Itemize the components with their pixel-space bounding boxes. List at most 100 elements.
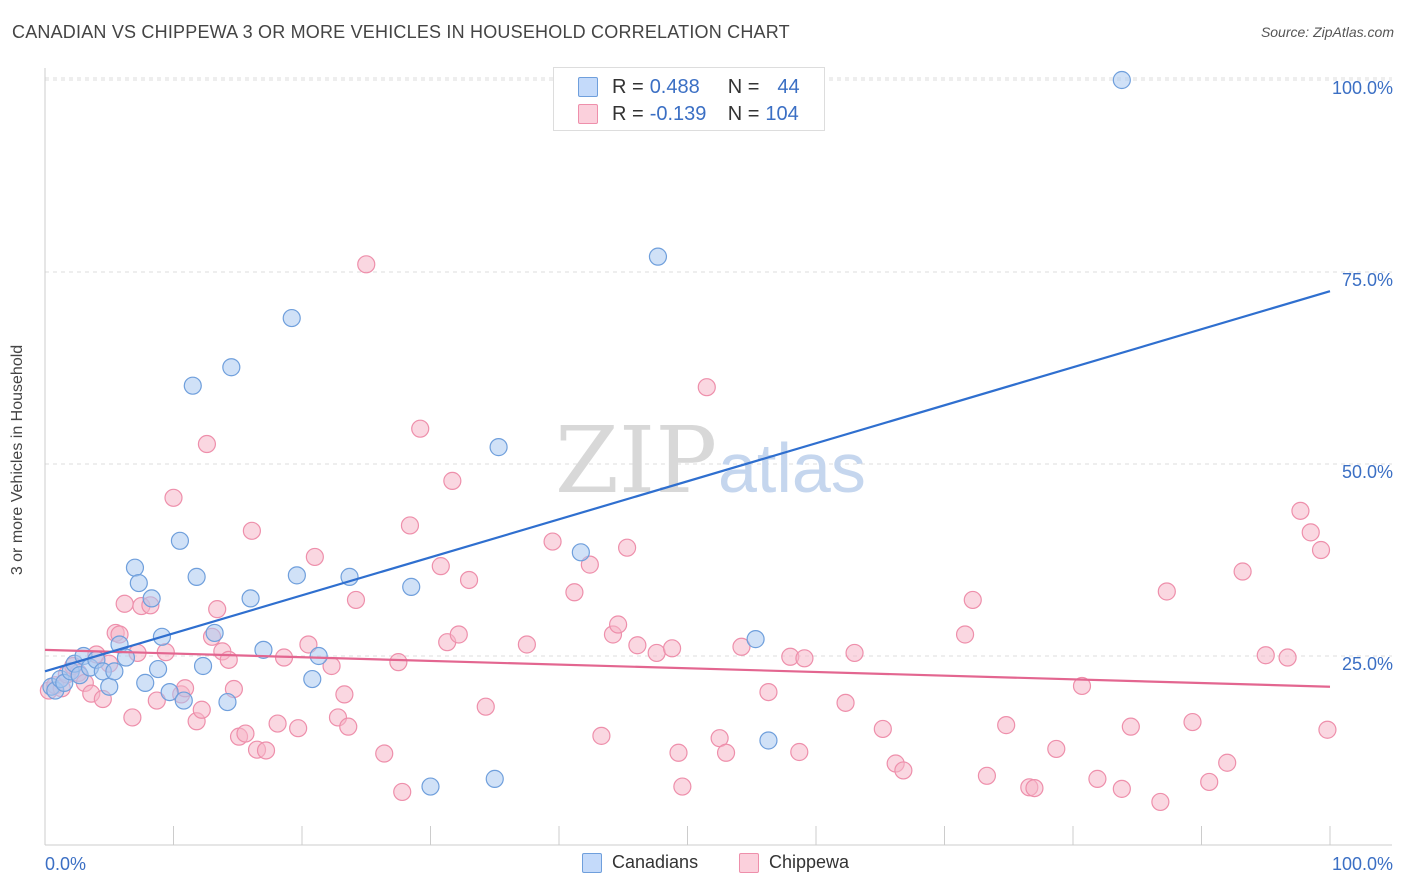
canadians-point[interactable] <box>421 777 440 796</box>
chippewa-point[interactable] <box>256 741 276 760</box>
chippewa-point[interactable] <box>592 726 611 745</box>
chippewa-point[interactable] <box>836 693 855 712</box>
chippewa-point[interactable] <box>443 471 462 490</box>
chippewa-point[interactable] <box>268 714 287 733</box>
chippewa-point[interactable] <box>1318 720 1337 739</box>
chippewa-point[interactable] <box>1072 676 1092 696</box>
chippewa-point[interactable] <box>618 538 637 557</box>
chippewa-point[interactable] <box>1151 792 1170 812</box>
chippewa-point[interactable] <box>716 743 736 762</box>
chippewa-point[interactable] <box>1200 772 1219 792</box>
chippewa-point[interactable] <box>873 719 892 739</box>
canadians-point[interactable] <box>148 659 168 679</box>
chippewa-point[interactable] <box>357 255 376 274</box>
canadians-point[interactable] <box>1112 70 1131 90</box>
chippewa-point[interactable] <box>1311 540 1331 560</box>
chippewa-point[interactable] <box>543 532 562 551</box>
chippewa-point[interactable] <box>628 636 647 655</box>
chippewa-point[interactable] <box>393 782 412 802</box>
canadians-point[interactable] <box>241 589 260 608</box>
canadians-point[interactable] <box>222 358 241 377</box>
canadians-point[interactable] <box>105 662 124 681</box>
chippewa-point[interactable] <box>647 643 666 663</box>
chippewa-point[interactable] <box>1301 523 1320 542</box>
chippewa-point[interactable] <box>1256 646 1275 665</box>
chippewa-point[interactable] <box>845 643 864 663</box>
chippewa-point[interactable] <box>955 625 975 644</box>
chippewa-point[interactable] <box>580 555 599 574</box>
chippewa-point[interactable] <box>197 434 217 454</box>
chippewa-point[interactable] <box>732 637 751 656</box>
chippewa-point[interactable] <box>894 761 913 780</box>
canadians-point[interactable] <box>282 308 301 328</box>
canadians-point[interactable] <box>218 692 237 712</box>
chippewa-point[interactable] <box>431 557 450 576</box>
chippewa-point[interactable] <box>1121 717 1140 736</box>
canadians-point[interactable] <box>648 247 668 266</box>
canadians-point[interactable] <box>571 543 590 562</box>
chippewa-point[interactable] <box>1278 648 1297 667</box>
chippewa-point[interactable] <box>208 600 227 619</box>
canadians-point[interactable] <box>142 589 161 608</box>
chippewa-point[interactable] <box>476 697 495 716</box>
chippewa-point[interactable] <box>790 742 809 762</box>
canadians-point[interactable] <box>759 731 778 750</box>
canadians-point[interactable] <box>129 573 148 593</box>
canadians-point[interactable] <box>193 656 213 676</box>
canadians-point[interactable] <box>136 673 155 692</box>
chippewa-point[interactable] <box>662 639 682 658</box>
chippewa-point[interactable] <box>1025 778 1044 798</box>
canadians-point[interactable] <box>254 640 273 659</box>
chippewa-point[interactable] <box>1218 753 1237 772</box>
chippewa-point[interactable] <box>346 590 366 610</box>
canadians-point[interactable] <box>170 531 190 550</box>
canadians-point[interactable] <box>287 566 306 585</box>
chippewa-point[interactable] <box>305 547 324 567</box>
chippewa-point[interactable] <box>375 744 394 763</box>
chippewa-point[interactable] <box>115 594 134 613</box>
chippewa-point[interactable] <box>400 516 420 535</box>
chippewa-point[interactable] <box>389 653 408 672</box>
chippewa-point[interactable] <box>299 635 318 654</box>
chippewa-point[interactable] <box>123 708 142 727</box>
chippewa-point[interactable] <box>565 583 584 602</box>
canadians-point[interactable] <box>160 682 179 702</box>
canadians-point[interactable] <box>125 558 145 577</box>
chippewa-point[interactable] <box>147 691 166 710</box>
chippewa-point[interactable] <box>339 717 358 736</box>
chippewa-point[interactable] <box>1291 501 1310 520</box>
chippewa-point[interactable] <box>289 719 308 738</box>
chippewa-point[interactable] <box>673 777 692 796</box>
canadians-point[interactable] <box>205 623 224 643</box>
legend-item-chippewa[interactable]: Chippewa <box>739 852 849 873</box>
canadians-point[interactable] <box>485 769 504 788</box>
legend-item-canadians[interactable]: Canadians <box>582 852 698 873</box>
chippewa-point[interactable] <box>697 378 716 397</box>
chippewa-point[interactable] <box>1112 779 1131 798</box>
canadians-point[interactable] <box>187 567 206 586</box>
chippewa-point[interactable] <box>517 635 536 654</box>
chippewa-point[interactable] <box>997 716 1016 735</box>
canadians-point[interactable] <box>746 630 765 649</box>
chippewa-point[interactable] <box>795 649 814 668</box>
chippewa-point[interactable] <box>963 590 982 610</box>
chippewa-point[interactable] <box>1157 582 1176 601</box>
chippewa-point[interactable] <box>759 682 778 702</box>
chippewa-point[interactable] <box>609 615 628 634</box>
chippewa-point[interactable] <box>459 570 479 590</box>
chippewa-point[interactable] <box>1233 562 1252 581</box>
chippewa-point[interactable] <box>669 743 688 762</box>
chippewa-point[interactable] <box>236 724 255 743</box>
chippewa-point[interactable] <box>164 488 183 507</box>
chippewa-point[interactable] <box>1183 712 1202 732</box>
chippewa-point[interactable] <box>1088 769 1107 788</box>
chippewa-point[interactable] <box>411 419 430 438</box>
canadians-point[interactable] <box>100 677 119 696</box>
chippewa-point[interactable] <box>1047 739 1066 759</box>
canadians-point[interactable] <box>183 376 202 395</box>
canadians-point[interactable] <box>174 691 193 710</box>
chippewa-point[interactable] <box>449 625 468 644</box>
chippewa-point[interactable] <box>192 700 211 719</box>
canadians-point[interactable] <box>303 669 322 689</box>
canadians-point[interactable] <box>402 577 421 596</box>
